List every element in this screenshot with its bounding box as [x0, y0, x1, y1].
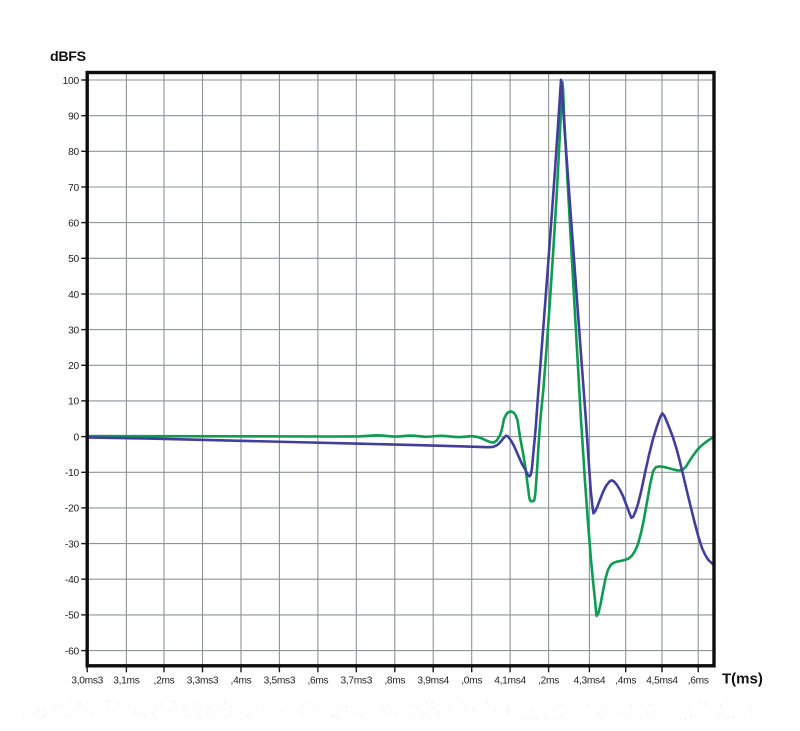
- svg-text:,0ms: ,0ms: [461, 676, 482, 687]
- svg-text:,6ms: ,6ms: [688, 676, 709, 687]
- svg-text:10: 10: [68, 397, 79, 408]
- svg-text:dBFS: dBFS: [50, 49, 86, 65]
- svg-text:-10: -10: [65, 468, 80, 479]
- svg-text:-40: -40: [65, 575, 80, 586]
- svg-text:3,3ms3: 3,3ms3: [187, 676, 219, 687]
- svg-text:4,3ms4: 4,3ms4: [574, 676, 606, 687]
- svg-text:0: 0: [74, 432, 80, 443]
- svg-text:,4ms: ,4ms: [231, 676, 252, 687]
- svg-text:30: 30: [68, 325, 79, 336]
- svg-text:,6ms: ,6ms: [307, 676, 328, 687]
- svg-text:,8ms: ,8ms: [384, 676, 405, 687]
- svg-text:40: 40: [68, 290, 79, 301]
- svg-text:,2ms: ,2ms: [538, 676, 559, 687]
- svg-text:4,5ms4: 4,5ms4: [646, 676, 678, 687]
- svg-text:,2ms: ,2ms: [154, 676, 175, 687]
- svg-text:3,7ms3: 3,7ms3: [340, 676, 372, 687]
- svg-text:,4ms: ,4ms: [615, 676, 636, 687]
- svg-text:3,0ms3: 3,0ms3: [71, 676, 103, 687]
- svg-text:-60: -60: [65, 646, 80, 657]
- svg-text:3,5ms3: 3,5ms3: [264, 676, 296, 687]
- svg-text:80: 80: [68, 147, 79, 158]
- svg-text:20: 20: [68, 361, 79, 372]
- svg-text:-20: -20: [65, 504, 80, 515]
- svg-text:4,1ms4: 4,1ms4: [494, 676, 526, 687]
- svg-text:70: 70: [68, 183, 79, 194]
- svg-text:100: 100: [63, 76, 80, 87]
- svg-text:3,9ms4: 3,9ms4: [417, 676, 449, 687]
- svg-text:60: 60: [68, 218, 79, 229]
- svg-text:-50: -50: [65, 611, 80, 622]
- svg-text:-30: -30: [65, 539, 80, 550]
- svg-text:3,1ms: 3,1ms: [113, 676, 139, 687]
- svg-text:T(ms): T(ms): [722, 671, 763, 688]
- svg-text:90: 90: [68, 112, 79, 123]
- svg-text:50: 50: [68, 254, 79, 265]
